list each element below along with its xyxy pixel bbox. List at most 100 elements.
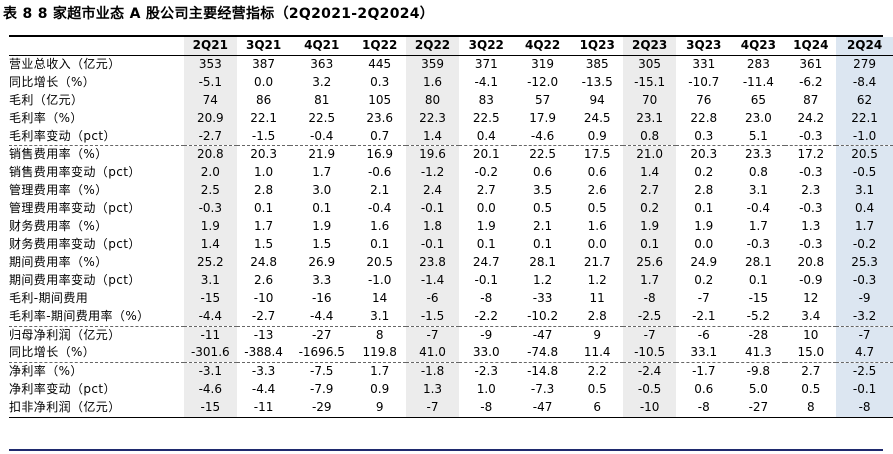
table-cell: -0.3 <box>799 201 823 216</box>
table-cell: -0.3 <box>785 127 837 147</box>
table-cell: 20.9 <box>183 109 237 128</box>
table-cell: 3.1 <box>748 183 768 198</box>
table-row: 归母净利润（亿元） -11 -13 -27 8 -7 -9 -47 9 -7 -6 -28 10 -7 <box>9 326 893 345</box>
table-cell: 23.6 <box>366 110 394 125</box>
table-cell: 25.6 <box>622 253 677 272</box>
table-row: 财务费用率变动（pct） 1.4 1.5 1.5 0.1 -0.1 0.1 0.1 0.0 0.1… <box>9 235 893 254</box>
table-cell: 22.1 <box>836 109 893 128</box>
table-cell: -0.3 <box>746 236 771 251</box>
table-cell: -9.8 <box>746 364 771 379</box>
table-cell: 8 <box>785 399 837 419</box>
table-cell: 1.7 <box>836 218 893 236</box>
table-cell: 2.8 <box>694 183 714 198</box>
table-row: 毛利-期间费用 -15 -10 -16 14 -6 -8 -33 11 -8 -7 -15 12 -9 <box>9 289 893 308</box>
table-cell: -0.2 <box>474 165 498 180</box>
table-cell: 331 <box>692 56 716 71</box>
bottom-rule <box>9 449 883 451</box>
table-cell: 20.3 <box>690 147 718 162</box>
table-cell: 83 <box>478 92 494 107</box>
table-cell: 2.6 <box>254 272 274 287</box>
table-cell: -4.1 <box>474 74 498 89</box>
table-cell: -2.3 <box>474 364 498 379</box>
table-cell: -8 <box>622 289 677 308</box>
table-cell: -0.5 <box>622 381 677 400</box>
table-cell: -13.5 <box>581 74 613 89</box>
table-cell: -11 <box>183 326 237 345</box>
table-body: 营业总收入（亿元） 353 387 363 445 359 371 319 385 305 331 2… <box>9 55 893 419</box>
table-cell: -0.2 <box>836 235 893 254</box>
table-cell: 8 <box>375 327 384 342</box>
table-cell: -5.2 <box>731 307 786 327</box>
table-cell: 3.4 <box>785 307 837 327</box>
table-cell: 20.8 <box>183 145 237 165</box>
table-cell: 24.5 <box>583 110 611 125</box>
table-cell: 21.7 <box>583 254 611 269</box>
table-cell: 9 <box>593 327 602 342</box>
table-title: 表 8 8 家超市业态 A 股公司主要经营指标（2Q2021-2Q2024） <box>3 6 435 22</box>
table-row: 同比增长（%） -301.6 -388.4 -1696.5 119.8 41.0 33.0-… <box>9 344 893 364</box>
table-cell: -9 <box>836 289 893 308</box>
table-cell: -4.4 <box>290 307 354 327</box>
table-cell: 24.2 <box>797 110 825 125</box>
table-cell: -0.4 <box>746 201 771 216</box>
row-label: 销售费用率（%） <box>9 147 108 162</box>
table-cell: 0.0 <box>254 74 274 89</box>
row-label: 扣非净利润（亿元） <box>9 399 184 419</box>
table-cell: 12 <box>803 290 819 305</box>
header-label-cell <box>9 37 184 56</box>
row-label: 管理费用率（%） <box>9 183 108 198</box>
table-cell: 0.8 <box>748 165 768 180</box>
table-cell: -1.0 <box>367 272 392 287</box>
table-row: 净利率（%） -3.1 -3.3 -7.5 1.7 -1.8 -2.3 -14.8 2.2 -2.… <box>9 362 893 382</box>
table-cell: 10 <box>803 327 819 342</box>
table-cell: -15 <box>183 399 237 419</box>
table-cell: 445 <box>368 56 392 71</box>
table-cell: 20.5 <box>366 254 394 269</box>
table-row: 财务费用率（%） 1.9 1.7 1.9 1.6 1.8 1.9 2.1 1.6 1.9 1.9 1.… <box>9 218 893 236</box>
table-cell: -1.5 <box>406 307 459 327</box>
row-label: 净利率变动（pct） <box>9 382 116 397</box>
table-cell: 305 <box>622 55 677 74</box>
table-row: 毛利率（%） 20.9 22.1 22.5 23.6 22.3 22.5 17.9 24.5 23… <box>9 109 893 128</box>
table-cell: -13 <box>253 327 274 342</box>
table-cell: 2.6 <box>587 183 607 198</box>
table-cell: -0.1 <box>406 200 459 219</box>
table-cell: -5.1 <box>183 73 237 92</box>
table-cell: 279 <box>836 55 893 74</box>
table-cell: 28.1 <box>529 254 556 269</box>
table-cell: 1.9 <box>694 219 714 234</box>
table-cell: 23.3 <box>745 147 772 162</box>
table-cell: -0.3 <box>799 236 823 251</box>
table-cell: -0.4 <box>290 127 354 147</box>
col-header: 1Q22 <box>353 37 407 56</box>
table-cell: 23.8 <box>406 253 459 272</box>
row-label: 毛利率变动（pct） <box>9 127 184 147</box>
table-cell: 1.7 <box>748 219 768 234</box>
table-cell: 3.2 <box>312 74 332 89</box>
table-cell: 3.1 <box>183 271 237 290</box>
table-cell: -15.1 <box>622 73 677 92</box>
table-cell: 1.7 <box>622 271 677 290</box>
table-cell: 22.8 <box>690 110 718 125</box>
header-row: 2Q21 3Q21 4Q21 1Q22 2Q22 3Q22 4Q22 1Q23 … <box>9 37 893 56</box>
table-cell: -3.2 <box>836 307 893 327</box>
table-cell: 2.8 <box>254 183 274 198</box>
table-cell: 1.6 <box>370 219 390 234</box>
table-cell: -7 <box>622 326 677 345</box>
table-cell: 5.0 <box>748 382 768 397</box>
table-cell: 0.5 <box>801 382 821 397</box>
table-cell: -10.7 <box>688 74 720 89</box>
table-cell: 359 <box>406 55 459 74</box>
table-cell: 19.6 <box>406 145 459 165</box>
table-cell: -8 <box>480 290 493 305</box>
table-cell: 5.1 <box>731 127 786 147</box>
table-cell: 17.2 <box>797 147 825 162</box>
table-row: 期间费用率变动（pct） 3.1 2.6 3.3 -1.0 -1.4 -0.1 1.2 1.2 1… <box>9 271 893 290</box>
table-cell: -16 <box>311 290 332 305</box>
table-cell: -6 <box>697 327 710 342</box>
table-cell: -1.0 <box>836 127 893 147</box>
table-cell: -10 <box>622 399 677 419</box>
table-cell: -15 <box>748 290 769 305</box>
table-cell: -0.6 <box>367 165 392 180</box>
table-cell: -1.2 <box>406 164 459 183</box>
